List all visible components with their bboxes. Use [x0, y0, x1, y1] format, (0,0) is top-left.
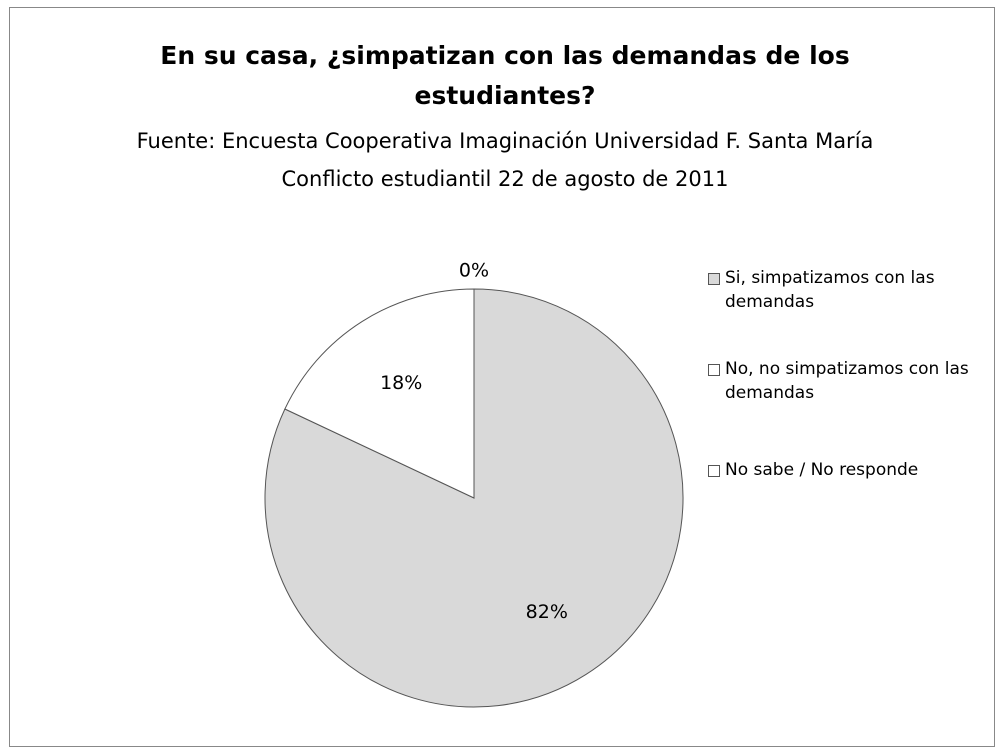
legend-item: No sabe / No responde [708, 458, 998, 482]
chart-title: En su casa, ¿simpatizan con las demandas… [160, 41, 850, 110]
value-label: 0% [459, 260, 489, 282]
legend-label: Si, simpatizamos con las demandas [725, 268, 935, 312]
legend-swatch [708, 364, 720, 376]
pie-slice [284, 288, 475, 499]
legend-swatch [708, 273, 720, 285]
legend-label: No, no simpatizamos con las demandas [725, 359, 969, 403]
value-label: 18% [380, 372, 422, 394]
chart-subtitle: Fuente: Encuesta Cooperativa Imaginación… [136, 129, 874, 191]
legend-swatch [708, 465, 720, 477]
legend-item: Si, simpatizamos con las demandas [708, 266, 998, 314]
legend-label: No sabe / No responde [725, 460, 919, 480]
chart-frame [9, 7, 995, 747]
legend-item: No, no simpatizamos con las demandas [708, 357, 998, 405]
value-label: 82% [526, 601, 568, 623]
